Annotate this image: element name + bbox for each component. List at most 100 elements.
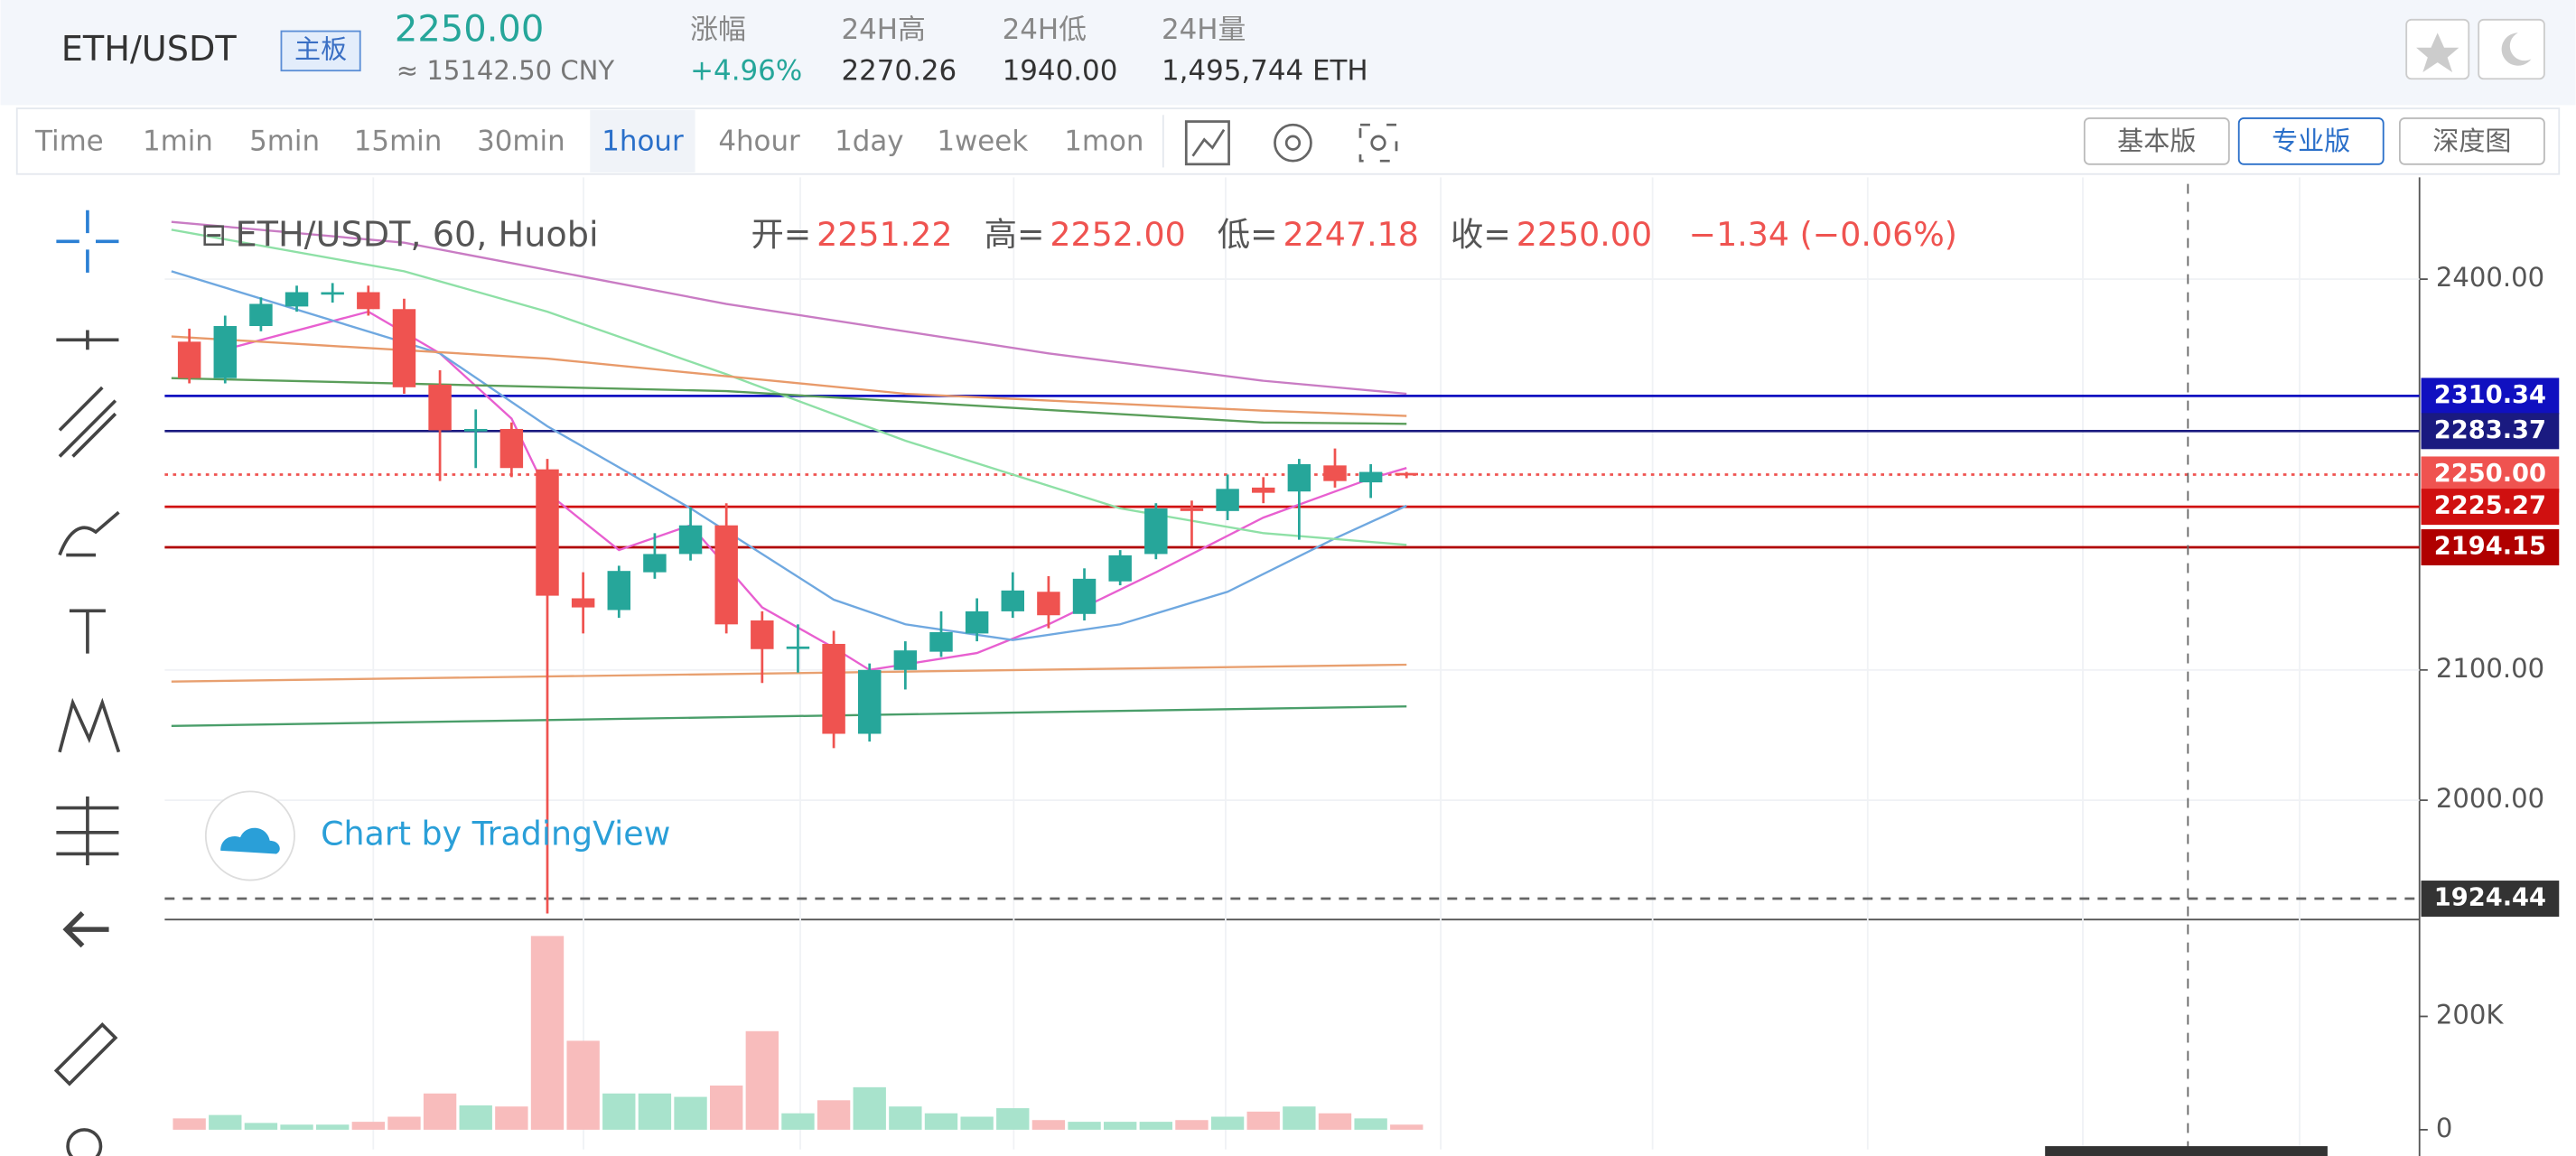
volume-bar — [1175, 1120, 1209, 1130]
candle-body — [1180, 508, 1204, 511]
candle-body — [858, 669, 882, 734]
indicator-icon — [1191, 128, 1226, 157]
cny-price: ≈ 15142.50 CNY — [397, 55, 615, 86]
price-level-label: 1924.44 — [2434, 884, 2546, 912]
stat-label: 24H量 — [1162, 14, 1246, 46]
price-level-box — [2421, 529, 2560, 566]
stat-value: +4.96% — [690, 55, 802, 88]
volume-bar — [495, 1106, 528, 1130]
theme-button[interactable] — [2478, 18, 2545, 80]
volume-bar — [1246, 1111, 1280, 1130]
line-tool[interactable] — [56, 330, 119, 350]
legend-low: 2247.18 — [1283, 215, 1419, 254]
moving-average — [171, 377, 1407, 425]
candle-body — [1001, 590, 1024, 611]
zoom-tool[interactable] — [66, 1128, 103, 1156]
y-tick-label: 2000.00 — [2436, 783, 2544, 814]
settings-button[interactable] — [1274, 123, 1312, 163]
interval-button[interactable]: 1day — [835, 126, 903, 158]
price-level-box — [2421, 881, 2560, 918]
candle-body — [177, 341, 201, 378]
price-level-box — [2421, 413, 2560, 450]
volume-tick-label: 200K — [2436, 999, 2505, 1030]
moving-average — [171, 220, 1407, 396]
interval-button[interactable]: Time — [34, 126, 104, 158]
star-icon — [2416, 33, 2459, 72]
screenshot-button[interactable] — [1358, 123, 1398, 163]
moving-average — [171, 270, 1407, 641]
volume-bar — [710, 1085, 743, 1130]
text-tool[interactable] — [69, 609, 106, 654]
settings-icon — [1284, 135, 1302, 151]
stat-label: 24H高 — [841, 14, 925, 46]
price-level-box — [2421, 378, 2560, 415]
back-tool[interactable] — [62, 910, 109, 948]
view-button-bg[interactable] — [2237, 117, 2385, 165]
candle-body — [1144, 508, 1168, 555]
legend-high: 2252.00 — [1050, 215, 1185, 254]
volume-bar — [1390, 1124, 1423, 1130]
moon-icon — [2501, 33, 2532, 66]
pair: ETH/USDT — [61, 30, 238, 70]
y-tick-label: 2400.00 — [2436, 262, 2544, 293]
legend-icon: ⊟ — [201, 217, 227, 253]
interval-button[interactable]: 1hour — [602, 126, 684, 158]
candle-body — [249, 303, 273, 327]
interval-button[interactable]: 1mon — [1064, 126, 1143, 158]
view-button[interactable]: 基本版 — [2117, 126, 2196, 156]
price-level-box — [2421, 456, 2560, 493]
volume-bar — [745, 1030, 779, 1130]
view-button[interactable]: 专业版 — [2272, 126, 2350, 156]
board-badge[interactable] — [280, 30, 361, 72]
candle-body — [536, 469, 559, 596]
volume-bar — [530, 936, 565, 1130]
board[interactable]: 主板 — [294, 33, 347, 64]
fib-tool[interactable] — [58, 386, 117, 458]
volume-bar — [996, 1108, 1030, 1130]
crosshair-tool[interactable] — [56, 210, 119, 273]
candle-body — [607, 571, 630, 611]
volume-bar — [1318, 1113, 1352, 1130]
candle-body — [1358, 471, 1383, 483]
volume-bar — [423, 1093, 457, 1130]
view-button[interactable]: 深度图 — [2432, 126, 2511, 156]
ruler-tool[interactable] — [53, 1021, 118, 1086]
interval-button[interactable]: 1min — [143, 126, 213, 158]
tv-cloud — [220, 827, 280, 854]
interval-button[interactable]: 15min — [354, 126, 443, 158]
stat-label: 涨幅 — [690, 14, 746, 46]
candle-body — [571, 598, 595, 608]
candle-body — [1216, 489, 1239, 511]
candle-body — [1252, 487, 1275, 493]
legend-low-label: 低= — [1218, 215, 1278, 254]
measure-tool[interactable] — [56, 796, 119, 866]
indicator-button[interactable] — [1184, 120, 1230, 166]
candle-body — [714, 525, 738, 625]
price-level-label: 2283.37 — [2434, 416, 2546, 444]
drawing-toolbar — [0, 177, 165, 1156]
candle-body — [893, 650, 918, 670]
moving-average — [171, 228, 1407, 546]
candle-body — [285, 292, 309, 307]
stat-label: 24H低 — [1003, 14, 1087, 46]
pattern-tool[interactable] — [58, 697, 121, 753]
interval-button[interactable]: 1week — [937, 126, 1028, 158]
candle-body — [321, 292, 344, 295]
volume-bar — [566, 1040, 600, 1130]
volume-bar — [817, 1100, 851, 1130]
volume-bar — [387, 1116, 421, 1130]
watermark[interactable]: Chart by TradingView — [321, 814, 670, 853]
candle-body — [428, 384, 452, 431]
stat-value: 1940.00 — [1003, 55, 1118, 88]
view-button-bg[interactable] — [2083, 117, 2230, 165]
volume-bar — [1210, 1116, 1245, 1130]
interval-button[interactable]: 4hour — [718, 126, 800, 158]
view-button-bg[interactable] — [2399, 117, 2545, 165]
candle-body — [965, 611, 989, 634]
brush-tool[interactable] — [58, 510, 120, 557]
candle-body — [1037, 592, 1060, 616]
volume-bar — [1031, 1120, 1066, 1130]
interval-button[interactable]: 5min — [249, 126, 320, 158]
volume-bar — [1139, 1122, 1172, 1130]
interval-button[interactable]: 30min — [477, 126, 565, 158]
